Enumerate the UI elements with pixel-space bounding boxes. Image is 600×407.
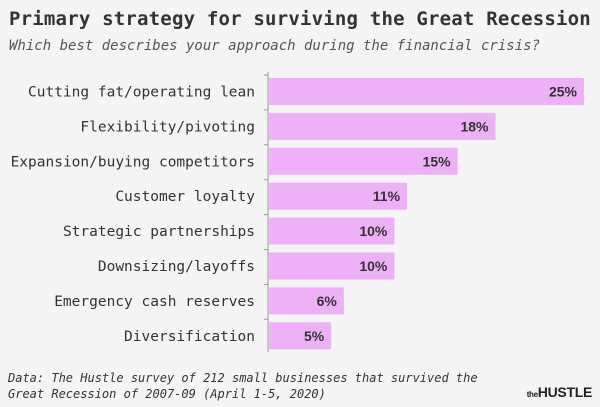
chart-subtitle: Which best describes your approach durin… bbox=[9, 38, 541, 54]
category-label: Customer loyalty bbox=[115, 189, 255, 205]
bar bbox=[269, 78, 584, 105]
bar bbox=[269, 322, 332, 350]
category-label: Emergency cash reserves bbox=[54, 294, 255, 310]
data-label: 10% bbox=[359, 223, 388, 239]
category-label: Downsizing/layoffs bbox=[98, 259, 255, 275]
category-label: Strategic partnerships bbox=[63, 224, 255, 240]
data-label: 11% bbox=[373, 188, 401, 204]
bar bbox=[269, 217, 395, 245]
data-label: 15% bbox=[423, 153, 452, 169]
data-label: 18% bbox=[460, 118, 489, 134]
bar-chart: Cutting fat/operating lean 25% Flexibility… bbox=[11, 72, 584, 353]
chart-title: Primary strategy for surviving the Great… bbox=[9, 8, 591, 30]
data-label: 10% bbox=[359, 258, 388, 274]
bar bbox=[269, 287, 344, 315]
data-label: 6% bbox=[317, 293, 338, 309]
hustle-logo: theHUSTLE bbox=[526, 384, 593, 400]
source-line-2: Great Recession of 2007-09 (April 1-5, 2… bbox=[8, 387, 326, 401]
category-label: Expansion/buying competitors bbox=[11, 154, 255, 170]
data-label: 5% bbox=[304, 328, 325, 344]
category-label: Cutting fat/operating lean bbox=[28, 85, 255, 101]
bar bbox=[269, 147, 458, 175]
source-line-1: Data: The Hustle survey of 212 small bus… bbox=[8, 371, 478, 385]
bar bbox=[269, 182, 408, 210]
category-label: Flexibility/pivoting bbox=[80, 119, 255, 135]
bar bbox=[269, 252, 395, 280]
category-label: Diversification bbox=[124, 329, 255, 345]
data-label: 25% bbox=[549, 84, 578, 100]
bar bbox=[269, 112, 496, 140]
source-note: Data: The Hustle survey of 212 small bus… bbox=[8, 370, 478, 402]
